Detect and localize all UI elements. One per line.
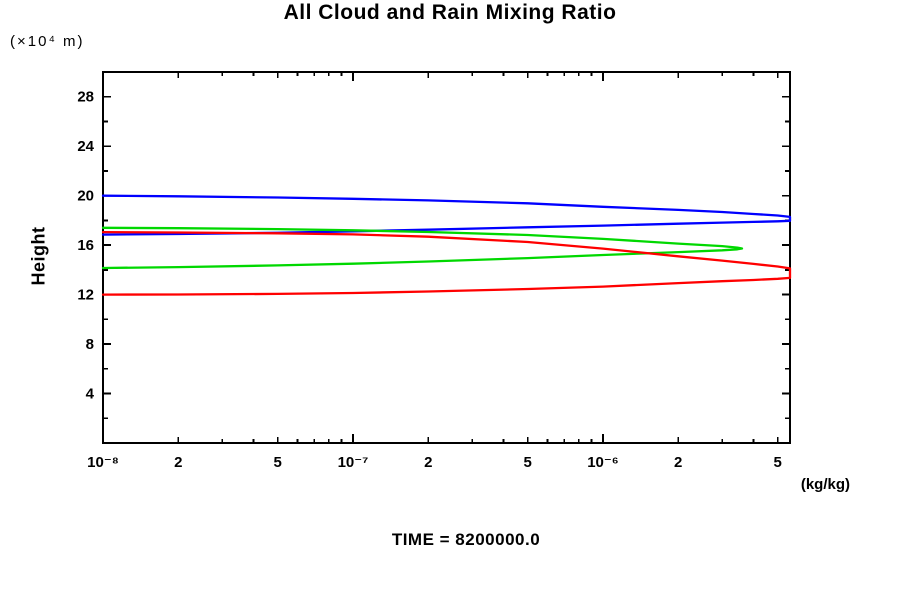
series-line-blue-curve — [101, 194, 792, 236]
x-tick-label: 10⁻⁸ — [87, 454, 119, 471]
y-tick-label: 16 — [77, 237, 94, 254]
y-tick-label: 20 — [77, 188, 94, 205]
x-tick-label: 2 — [424, 454, 432, 471]
x-axis-unit-label: (kg/kg) — [800, 476, 850, 493]
axis-frame — [102, 71, 791, 444]
y-tick-label: 28 — [77, 89, 94, 106]
y-tick-label: 4 — [86, 386, 95, 403]
x-tick-label: 2 — [174, 454, 182, 471]
y-tick-label: 24 — [77, 138, 94, 155]
x-tick-label: 2 — [674, 454, 682, 471]
series-line-green-curve — [101, 226, 744, 270]
x-tick-label: 5 — [774, 454, 782, 471]
time-annotation: TIME = 8200000.0 — [391, 530, 541, 549]
series-line-red-curve — [101, 230, 792, 296]
x-tick-label: 5 — [524, 454, 532, 471]
x-tick-label: 5 — [274, 454, 282, 471]
x-tick-label: 10⁻⁷ — [338, 454, 369, 471]
y-axis-unit-label: (×10⁴ m) — [10, 33, 85, 50]
x-tick-label: 10⁻⁶ — [587, 454, 619, 471]
chart-title: All Cloud and Rain Mixing Ratio — [283, 1, 617, 24]
y-tick-label: 8 — [86, 336, 94, 353]
y-tick-label: 12 — [77, 287, 94, 304]
